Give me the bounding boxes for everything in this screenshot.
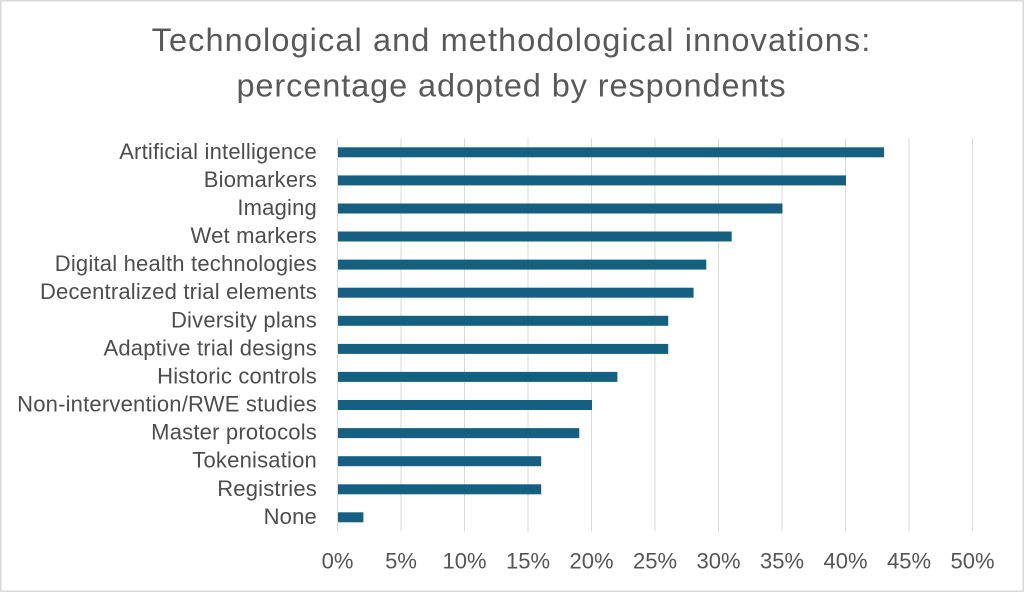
svg-text:Imaging: Imaging — [237, 195, 317, 220]
svg-text:Registries: Registries — [217, 476, 317, 501]
svg-text:Digital health technologies: Digital health technologies — [55, 251, 317, 276]
svg-text:Historic controls: Historic controls — [157, 363, 317, 388]
svg-text:Decentralized trial elements: Decentralized trial elements — [40, 279, 317, 304]
svg-text:Diversity plans: Diversity plans — [171, 307, 317, 332]
svg-text:30%: 30% — [696, 549, 740, 574]
svg-text:Biomarkers: Biomarkers — [204, 167, 317, 192]
svg-text:percentage adopted by responde: percentage adopted by respondents — [236, 68, 786, 104]
svg-text:5%: 5% — [385, 549, 417, 574]
svg-text:Technological and methodologic: Technological and methodological innovat… — [152, 22, 872, 58]
svg-text:Adaptive trial designs: Adaptive trial designs — [103, 335, 317, 360]
svg-text:40%: 40% — [823, 549, 867, 574]
svg-text:35%: 35% — [760, 549, 804, 574]
svg-text:Non-intervention/RWE studies: Non-intervention/RWE studies — [17, 392, 317, 417]
svg-text:0%: 0% — [322, 549, 354, 574]
svg-text:50%: 50% — [950, 549, 994, 574]
svg-text:Wet markers: Wet markers — [191, 223, 317, 248]
svg-text:Tokenisation: Tokenisation — [192, 448, 317, 473]
svg-text:15%: 15% — [506, 549, 550, 574]
svg-text:Artificial intelligence: Artificial intelligence — [119, 139, 317, 164]
svg-text:20%: 20% — [569, 549, 613, 574]
svg-text:Master protocols: Master protocols — [151, 420, 317, 445]
svg-text:45%: 45% — [887, 549, 931, 574]
svg-text:10%: 10% — [442, 549, 486, 574]
svg-text:None: None — [264, 504, 317, 529]
svg-text:25%: 25% — [633, 549, 677, 574]
